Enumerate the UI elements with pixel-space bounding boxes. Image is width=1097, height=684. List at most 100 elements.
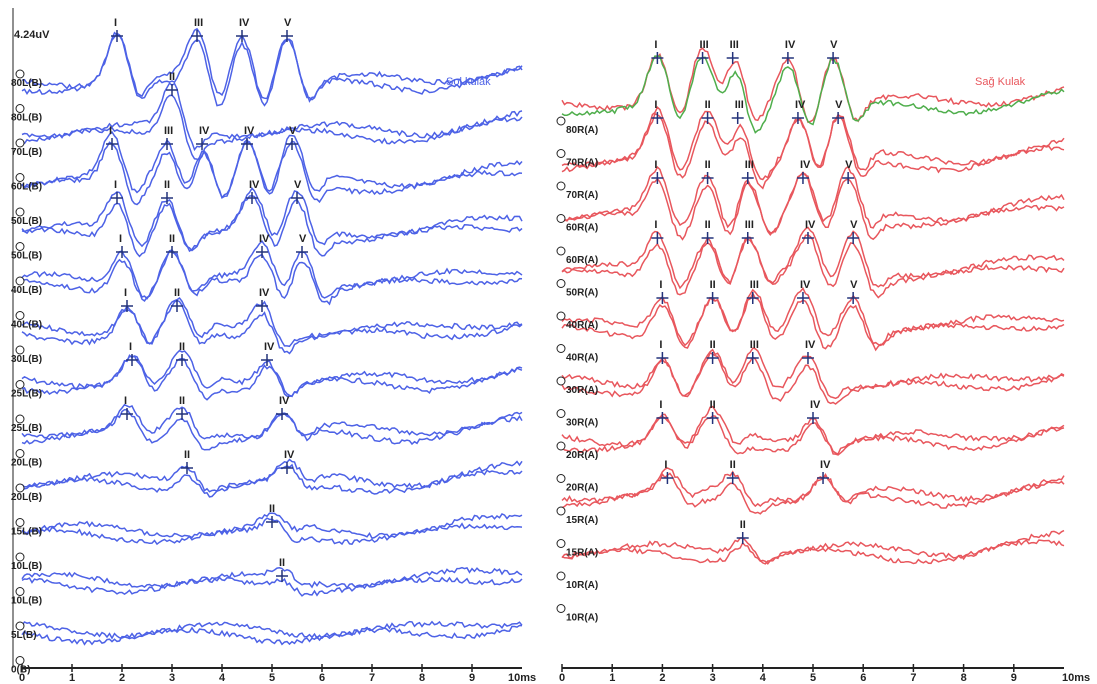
trace-stimulus-label: 50L(B)	[11, 216, 42, 227]
trace-stimulus-label: 70L(B)	[11, 147, 42, 158]
right-ear-title: Sağ Kulak	[975, 76, 1026, 88]
trace-origin-marker	[556, 571, 566, 581]
waveform-trace	[561, 472, 1065, 515]
trace-stimulus-label: 10R(A)	[566, 613, 598, 624]
peak-label: V	[850, 279, 858, 291]
x-tick-label: 5	[810, 672, 816, 684]
peak-label: II	[740, 519, 746, 531]
trace-origin-marker	[556, 539, 566, 548]
left-ear-traces	[21, 27, 523, 646]
peak-label: V	[294, 179, 302, 191]
waveform-trace	[21, 32, 523, 107]
peak-label: IV	[244, 125, 255, 137]
peak-label: IV	[785, 39, 796, 51]
trace-origin-marker	[15, 311, 25, 320]
waveform-trace	[21, 296, 523, 348]
x-tick-label: 7	[910, 672, 916, 684]
trace-stimulus-label: 25L(B)	[11, 423, 42, 434]
trace-origin-marker	[556, 376, 566, 386]
trace-stimulus-label: 40R(A)	[566, 320, 598, 331]
trace-origin-marker	[15, 69, 25, 79]
trace-origin-marker	[15, 380, 25, 389]
peak-label: III	[700, 39, 709, 51]
peak-label: IV	[820, 459, 831, 471]
trace-origin-marker	[15, 276, 25, 286]
peak-label: II	[705, 219, 711, 231]
peak-label: III	[164, 125, 173, 137]
trace-stimulus-label: 40L(B)	[11, 285, 42, 296]
peak-label: II	[179, 395, 185, 407]
peak-label: II	[184, 449, 190, 461]
x-tick-label: 2	[119, 672, 125, 684]
peak-label: II	[169, 71, 175, 83]
trace-origin-marker	[556, 604, 566, 613]
trace-stimulus-label: 25L(B)	[11, 389, 42, 400]
trace-stimulus-label: 60R(A)	[566, 255, 598, 266]
x-tick-label: 7	[369, 672, 375, 684]
waveform-trace	[21, 140, 523, 206]
trace-stimulus-label: 80L(B)	[11, 78, 42, 89]
trace-origin-marker	[556, 344, 566, 353]
peak-label: V	[284, 17, 292, 29]
trace-stimulus-label: 60R(A)	[566, 223, 598, 234]
peak-label: III	[735, 99, 744, 111]
peak-label: II	[174, 287, 180, 299]
peak-label: V	[830, 39, 838, 51]
trace-stimulus-label: 70R(A)	[566, 190, 598, 201]
peak-label: II	[710, 279, 716, 291]
peak-label: II	[730, 459, 736, 471]
trace-origin-marker	[15, 207, 25, 217]
trace-origin-marker	[15, 173, 25, 182]
peak-label: IV	[259, 233, 270, 245]
peak-label: I	[119, 233, 122, 245]
waveform-trace	[21, 408, 523, 451]
waveform-trace	[21, 576, 523, 597]
trace-stimulus-label: 80L(B)	[11, 113, 42, 124]
x-tick-label: 4	[219, 672, 226, 684]
trace-stimulus-label: 70R(A)	[566, 158, 598, 169]
trace-origin-marker	[556, 441, 566, 451]
peak-label: I	[659, 339, 662, 351]
x-tick-label: 1	[609, 672, 615, 684]
left-ear-title: Sol kulak	[446, 76, 491, 88]
waveform-trace	[561, 112, 1065, 190]
waveform-trace	[561, 351, 1065, 405]
right-ear-peak-markers: I III III IV VI II III IV VI II III IV VI II III IV VI II…	[651, 39, 860, 544]
trace-origin-marker	[15, 518, 25, 527]
peak-label: I	[109, 125, 112, 137]
trace-origin-marker	[556, 311, 566, 321]
peak-label: IV	[795, 99, 806, 111]
x-tick-label: 2	[659, 672, 665, 684]
trace-stimulus-label: 15R(A)	[566, 548, 598, 559]
peak-label: IV	[284, 449, 295, 461]
trace-origin-marker	[15, 138, 25, 148]
trace-origin-marker	[556, 474, 566, 483]
trace-stimulus-label: 30R(A)	[566, 385, 598, 396]
right-ear-traces	[561, 47, 1065, 565]
x-tick-label: 3	[710, 672, 716, 684]
trace-origin-marker	[556, 214, 566, 223]
trace-origin-marker	[15, 483, 25, 493]
trace-stimulus-label: 20R(A)	[566, 483, 598, 494]
trace-origin-marker	[556, 246, 566, 256]
trace-stimulus-label: 40L(B)	[11, 320, 42, 331]
trace-origin-marker	[15, 414, 25, 424]
peak-label: I	[129, 341, 132, 353]
x-tick-label: 1	[69, 672, 75, 684]
waveform-trace	[21, 195, 523, 258]
trace-origin-marker	[556, 409, 566, 418]
trace-stimulus-label: 10R(A)	[566, 580, 598, 591]
peak-label: II	[705, 159, 711, 171]
trace-stimulus-label: 30R(A)	[566, 418, 598, 429]
peak-label: IV	[199, 125, 210, 137]
peak-label: V	[835, 99, 843, 111]
trace-stimulus-label: 10L(B)	[11, 596, 42, 607]
waveform-trace	[21, 240, 523, 300]
trace-origin-marker	[15, 104, 25, 113]
waveform-trace	[21, 566, 523, 590]
waveform-trace	[561, 291, 1065, 352]
x-tick-label: 6	[319, 672, 325, 684]
waveform-trace	[561, 234, 1065, 299]
